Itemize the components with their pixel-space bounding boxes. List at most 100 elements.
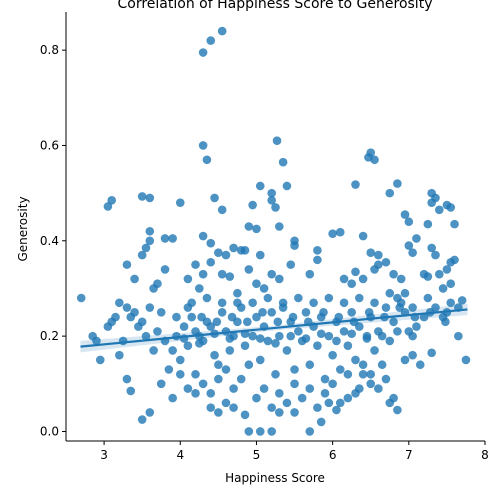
data-point [236, 374, 246, 384]
data-point [168, 234, 177, 243]
data-point [263, 293, 273, 303]
data-point [332, 405, 341, 415]
data-point [389, 393, 398, 403]
data-point [183, 341, 193, 350]
data-point [320, 389, 330, 398]
data-point [290, 408, 299, 417]
data-point [441, 317, 450, 327]
data-point [427, 348, 436, 358]
data-point [319, 308, 328, 317]
data-point [156, 308, 166, 317]
data-point [255, 334, 265, 343]
data-point [457, 296, 467, 305]
data-point [122, 260, 132, 269]
y-axis-label: Generosity [16, 196, 30, 261]
data-point [362, 334, 372, 343]
data-point [206, 389, 216, 398]
data-point [153, 279, 162, 289]
data-point [370, 298, 379, 308]
data-point [191, 369, 200, 379]
data-point [227, 312, 237, 322]
data-point [197, 312, 206, 322]
data-point [275, 222, 284, 231]
data-point [263, 336, 273, 346]
data-point [358, 360, 368, 370]
data-point [240, 341, 250, 350]
data-point [282, 346, 292, 355]
data-point [351, 180, 360, 189]
data-point [282, 181, 292, 191]
data-point [267, 403, 276, 412]
data-point [400, 288, 410, 298]
data-point [290, 241, 299, 250]
data-point [454, 331, 463, 341]
data-point [404, 241, 414, 250]
x-tick-label: 4 [176, 448, 184, 462]
data-point [349, 317, 359, 327]
data-point [275, 389, 284, 398]
data-point [183, 274, 193, 284]
data-point [339, 327, 349, 336]
data-point [313, 246, 322, 255]
data-point [366, 148, 376, 157]
data-point [412, 322, 421, 331]
data-point [339, 274, 349, 284]
data-point [179, 322, 189, 331]
data-point [404, 217, 414, 227]
data-point [305, 427, 315, 436]
data-point [385, 288, 395, 298]
data-point [290, 379, 299, 389]
data-point [137, 250, 147, 260]
data-point [240, 246, 250, 255]
data-point [301, 308, 311, 317]
data-point [191, 389, 200, 398]
data-point [210, 193, 219, 203]
data-point [442, 265, 452, 274]
data-point [111, 312, 120, 322]
data-point [160, 265, 170, 274]
data-point [126, 386, 136, 396]
data-point [395, 303, 404, 312]
data-point [461, 355, 471, 365]
data-point [206, 257, 216, 267]
data-point [122, 303, 132, 312]
data-point [364, 308, 374, 317]
points-layer [76, 26, 471, 436]
data-point [198, 141, 208, 150]
data-point [160, 234, 170, 243]
data-point [252, 224, 261, 234]
data-point [126, 312, 136, 322]
data-point [76, 293, 86, 303]
data-point [389, 269, 398, 279]
y-tick-label: 0.0 [40, 424, 59, 438]
data-point [267, 195, 276, 205]
data-point [343, 341, 353, 350]
data-point [334, 312, 344, 322]
data-point [252, 312, 261, 322]
data-point [214, 248, 223, 258]
data-point [210, 350, 219, 360]
data-point [122, 374, 132, 384]
data-point [175, 198, 185, 207]
data-point [244, 265, 254, 274]
data-point [258, 308, 267, 317]
data-point [358, 369, 368, 379]
data-point [168, 346, 177, 355]
data-point [415, 360, 425, 370]
data-point [153, 327, 162, 336]
data-point [198, 231, 208, 241]
data-point [198, 48, 208, 57]
data-point [221, 398, 231, 408]
data-point [225, 272, 235, 281]
data-point [248, 331, 257, 341]
data-point [351, 389, 360, 398]
data-point [297, 393, 307, 403]
data-point [115, 298, 124, 308]
data-point [145, 303, 155, 312]
data-point [347, 308, 356, 317]
data-point [273, 317, 283, 327]
data-point [351, 355, 360, 365]
data-point [400, 355, 410, 365]
data-point [446, 203, 456, 212]
y-tick-label: 0.4 [40, 234, 59, 248]
